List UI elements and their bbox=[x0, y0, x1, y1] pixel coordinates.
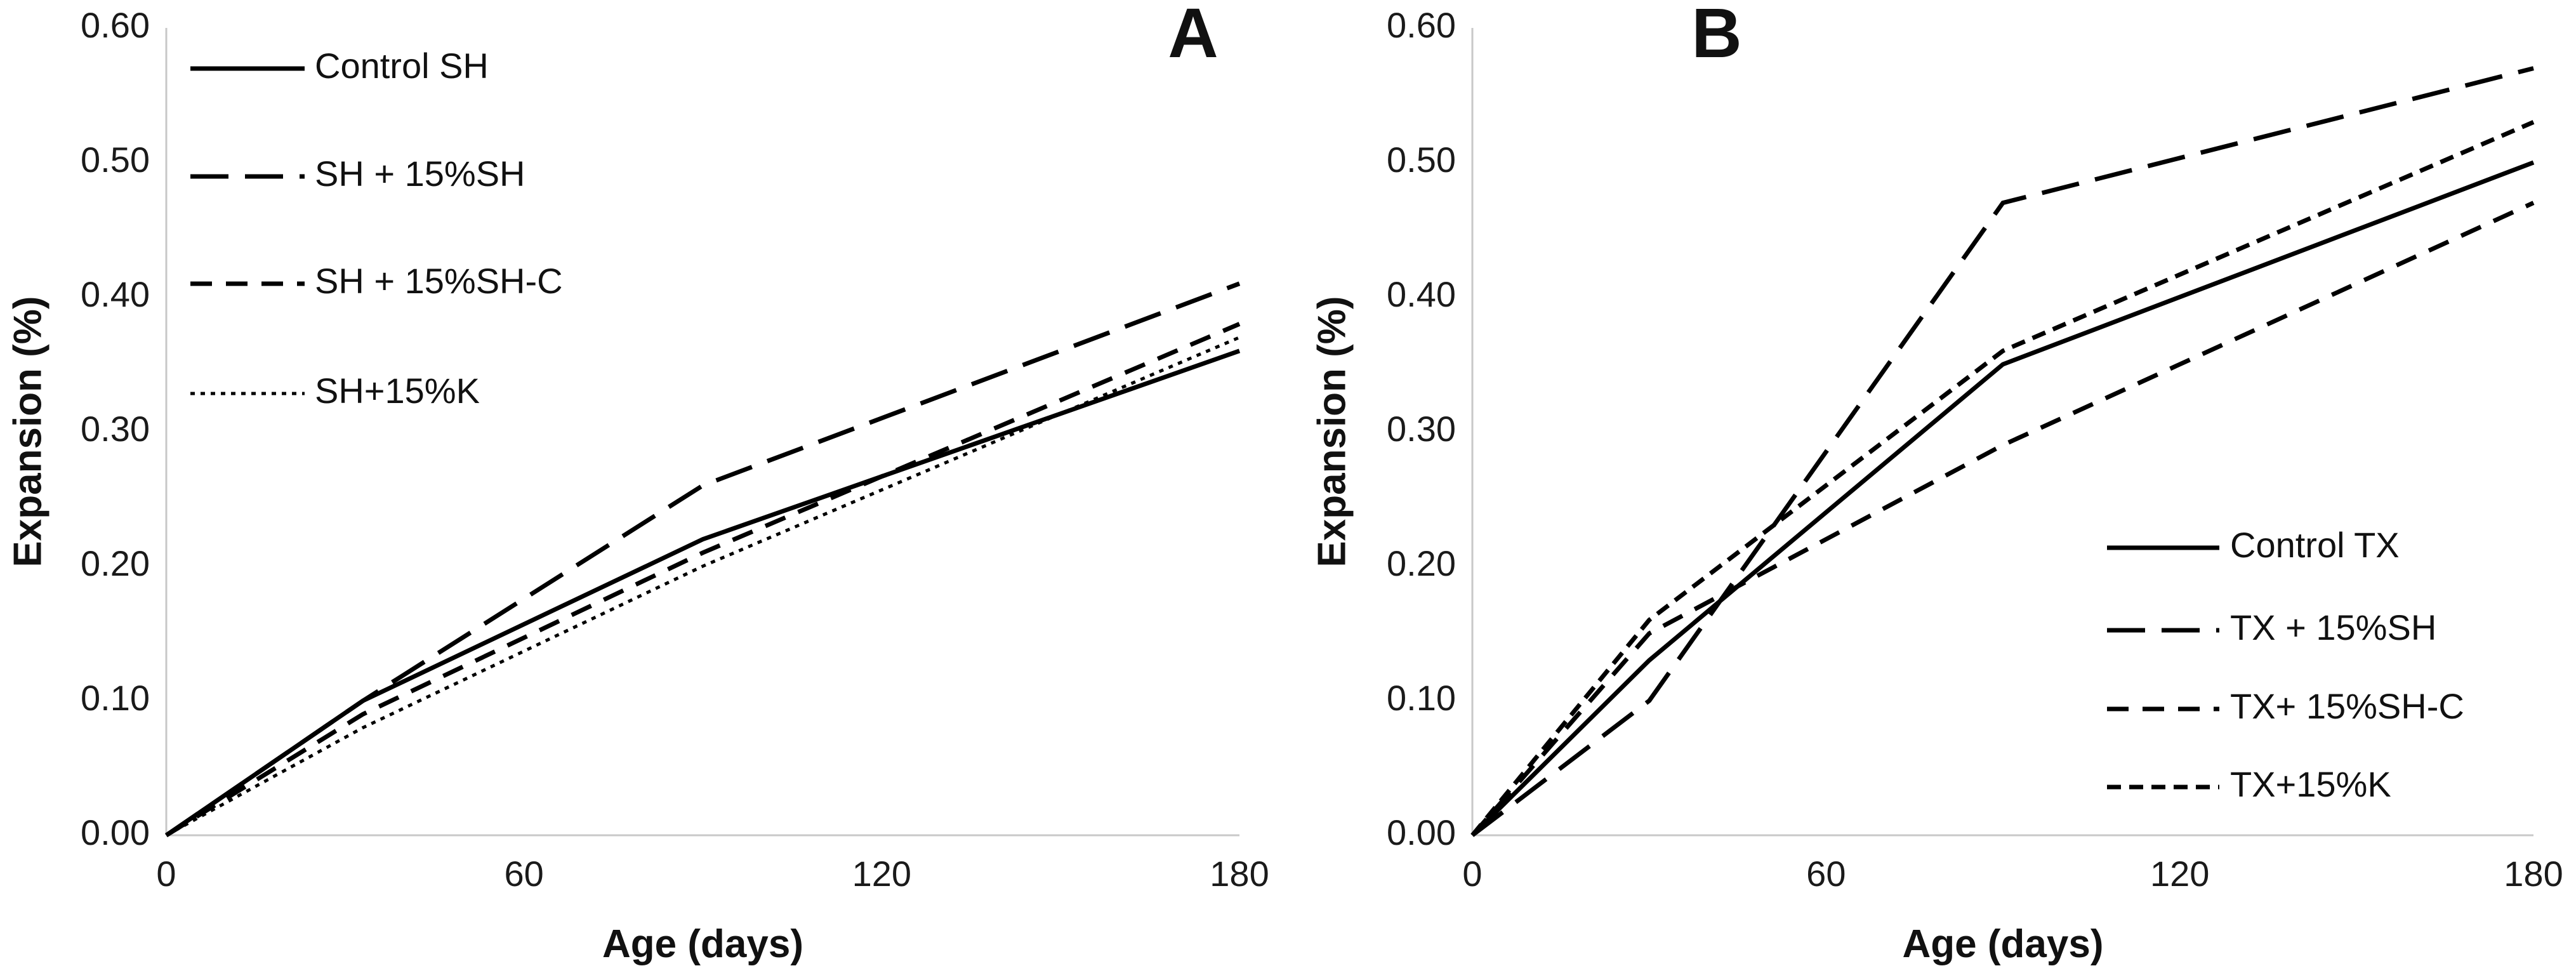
series-line-2 bbox=[165, 281, 1241, 837]
y-axis-title: Expansion (%) bbox=[1310, 296, 1354, 567]
y-tick-label: 0.60 bbox=[1387, 5, 1456, 45]
x-axis-title: Age (days) bbox=[602, 922, 803, 966]
series-line-3 bbox=[1470, 201, 2535, 837]
series-line-2 bbox=[1470, 66, 2534, 837]
legend-label: SH + 15%SH bbox=[315, 154, 525, 194]
y-tick-label: 0.20 bbox=[1387, 543, 1456, 583]
y-tick-label: 0.00 bbox=[1387, 812, 1456, 852]
legend-label: Control TX bbox=[2230, 525, 2400, 565]
x-tick-label: 180 bbox=[1210, 854, 1269, 894]
x-tick-label: 0 bbox=[156, 854, 176, 894]
panel-label: B bbox=[1691, 0, 1741, 72]
y-tick-label: 0.50 bbox=[1387, 140, 1456, 180]
y-tick-label: 0.50 bbox=[81, 140, 150, 180]
y-tick-label: 0.30 bbox=[81, 409, 150, 449]
series-line-4 bbox=[1470, 120, 2535, 837]
series-line-1 bbox=[165, 348, 1241, 837]
x-tick-label: 0 bbox=[1462, 854, 1482, 894]
legend-label: Control SH bbox=[315, 46, 489, 86]
y-tick-label: 0.10 bbox=[81, 678, 150, 718]
y-tick-label: 0.00 bbox=[81, 812, 150, 852]
x-tick-label: 180 bbox=[2504, 854, 2563, 894]
legend-label: TX+ 15%SH-C bbox=[2230, 686, 2464, 726]
series-line-1 bbox=[1470, 160, 2535, 837]
x-axis-title: Age (days) bbox=[1903, 922, 2104, 966]
x-tick-label: 120 bbox=[2150, 854, 2209, 894]
y-axis-title: Expansion (%) bbox=[6, 296, 50, 567]
series-line-4 bbox=[165, 336, 1240, 837]
legend-label: SH+15%K bbox=[315, 371, 480, 411]
panel-a: 0.00 0.10 0.20 0.30 0.40 0.50 0.60 0 60 120 180 Age… bbox=[6, 0, 1269, 966]
legend-label: TX+15%K bbox=[2230, 764, 2391, 804]
y-tick-label: 0.40 bbox=[1387, 274, 1456, 314]
legend-label: SH + 15%SH-C bbox=[315, 261, 563, 301]
panel-label: A bbox=[1168, 0, 1218, 72]
x-tick-label: 120 bbox=[852, 854, 911, 894]
y-tick-label: 0.30 bbox=[1387, 409, 1456, 449]
x-tick-label: 60 bbox=[1806, 854, 1846, 894]
y-tick-label: 0.40 bbox=[81, 274, 150, 314]
x-tick-label: 60 bbox=[505, 854, 544, 894]
series-line-3 bbox=[165, 322, 1241, 837]
y-tick-label: 0.60 bbox=[81, 5, 150, 45]
y-tick-label: 0.20 bbox=[81, 543, 150, 583]
y-tick-label: 0.10 bbox=[1387, 678, 1456, 718]
panel-b: 0.00 0.10 0.20 0.30 0.40 0.50 0.60 0 60 120 180 Age… bbox=[1310, 0, 2563, 966]
legend-label: TX + 15%SH bbox=[2230, 607, 2436, 647]
